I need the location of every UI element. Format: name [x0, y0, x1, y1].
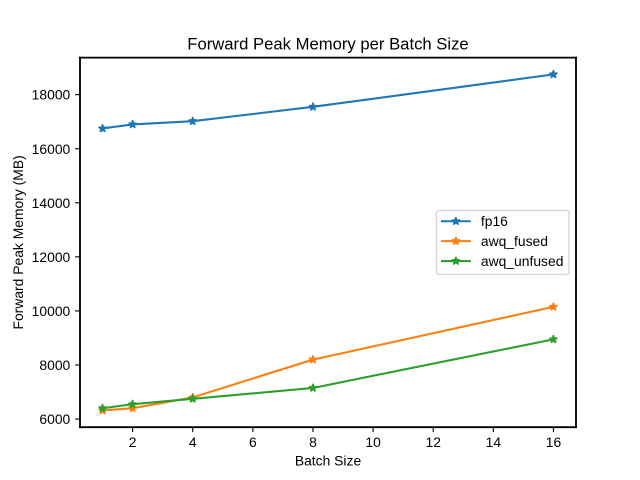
- svg-text:16: 16: [546, 434, 562, 450]
- svg-text:8000: 8000: [39, 357, 70, 373]
- svg-text:14: 14: [486, 434, 502, 450]
- svg-text:12: 12: [425, 434, 441, 450]
- svg-text:6: 6: [249, 434, 257, 450]
- svg-text:awq_unfused: awq_unfused: [481, 253, 564, 269]
- svg-text:18000: 18000: [32, 87, 71, 103]
- svg-text:Forward Peak Memory per Batch: Forward Peak Memory per Batch Size: [187, 34, 468, 53]
- svg-text:10: 10: [365, 434, 381, 450]
- svg-text:10000: 10000: [32, 303, 71, 319]
- svg-text:2: 2: [129, 434, 137, 450]
- svg-text:8: 8: [309, 434, 317, 450]
- svg-text:awq_fused: awq_fused: [481, 233, 548, 249]
- svg-text:14000: 14000: [32, 195, 71, 211]
- svg-text:12000: 12000: [32, 249, 71, 265]
- svg-text:Forward Peak Memory (MB): Forward Peak Memory (MB): [10, 155, 26, 329]
- svg-text:4: 4: [189, 434, 197, 450]
- svg-text:Batch Size: Batch Size: [295, 452, 362, 468]
- svg-text:6000: 6000: [39, 411, 70, 427]
- svg-text:fp16: fp16: [481, 213, 508, 229]
- svg-text:16000: 16000: [32, 141, 71, 157]
